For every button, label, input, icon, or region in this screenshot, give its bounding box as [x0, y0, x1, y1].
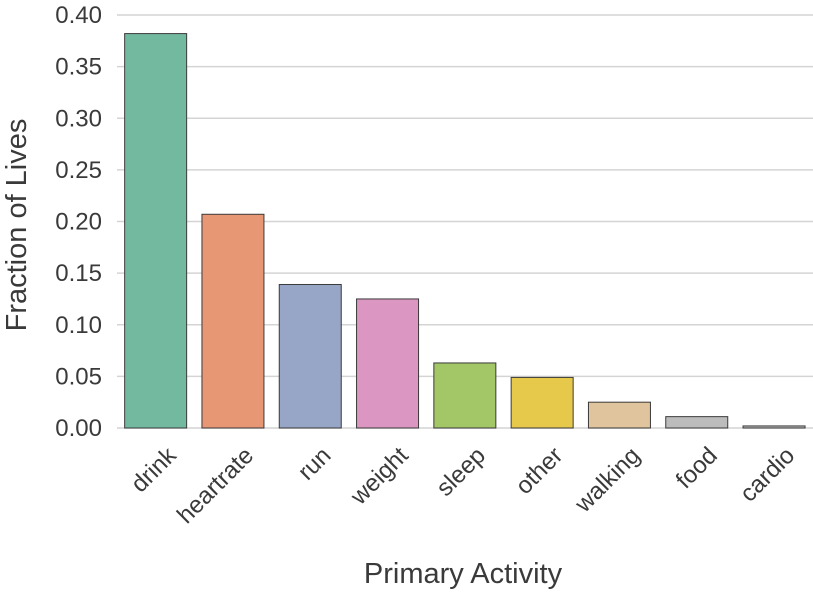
y-tick-label: 0.10 — [55, 312, 102, 339]
bar-drink — [124, 33, 188, 429]
bar-cardio — [742, 425, 806, 429]
bar-other — [510, 376, 574, 429]
x-tick-label-other: other — [510, 442, 568, 500]
x-axis-title: Primary Activity — [364, 558, 563, 590]
bar-heartrate — [201, 213, 265, 429]
y-tick-label: 0.20 — [55, 209, 102, 236]
y-tick-label: 0.35 — [55, 54, 102, 81]
bar-run — [278, 283, 342, 429]
x-tick-label-walking: walking — [569, 442, 645, 518]
y-tick-label: 0.00 — [55, 415, 102, 442]
bar-food — [665, 416, 729, 429]
x-tick-label-food: food — [671, 442, 723, 494]
x-tick-label-run: run — [293, 442, 337, 486]
bar-sleep — [433, 362, 497, 429]
bars — [124, 33, 806, 429]
y-tick-label: 0.05 — [55, 363, 102, 390]
y-axis-title: Fraction of Lives — [1, 119, 33, 332]
x-tick-label-sleep: sleep — [431, 442, 491, 502]
x-tick-label-heartrate: heartrate — [172, 442, 259, 529]
bar-weight — [356, 298, 420, 429]
y-tick-label: 0.25 — [55, 157, 102, 184]
bar-walking — [587, 401, 651, 429]
y-tick-label: 0.15 — [55, 260, 102, 287]
y-axis-ticks: 0.00 0.05 0.10 0.15 0.20 0.25 0.30 0.35 0.40 — [55, 2, 102, 442]
x-tick-label-weight: weight — [345, 442, 414, 511]
x-tick-label-drink: drink — [126, 441, 183, 498]
x-tick-label-cardio: cardio — [735, 442, 800, 507]
y-tick-label: 0.40 — [55, 2, 102, 29]
y-tick-label: 0.30 — [55, 105, 102, 132]
